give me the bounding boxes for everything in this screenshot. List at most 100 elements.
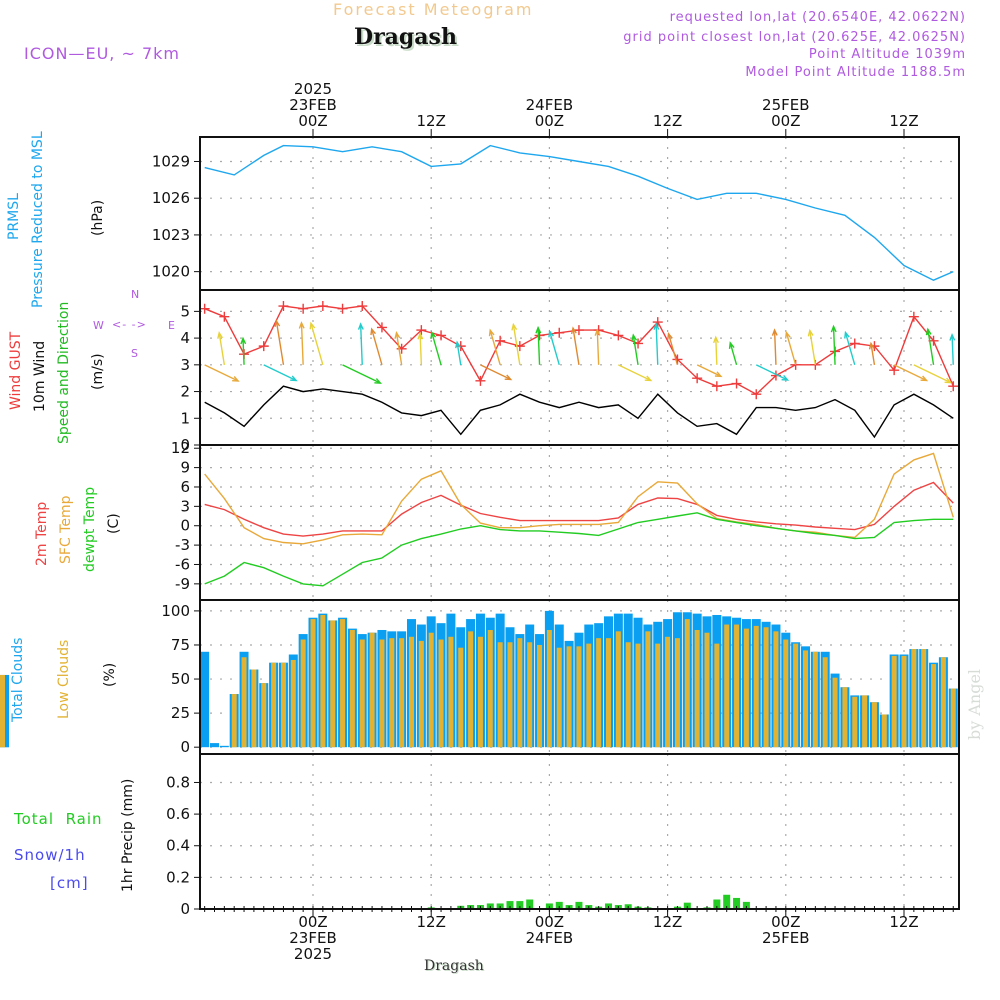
low-cloud-bar bbox=[251, 669, 257, 748]
gust-marker bbox=[711, 381, 722, 392]
wind-arrow bbox=[893, 364, 927, 382]
low-cloud-bar bbox=[576, 646, 582, 748]
wind-arrow bbox=[785, 332, 797, 366]
wind-arrow bbox=[300, 322, 304, 365]
low-cloud-bar bbox=[566, 646, 572, 748]
low-cloud-bar bbox=[271, 662, 277, 748]
low-cloud-bar bbox=[615, 631, 621, 748]
low-cloud-bar bbox=[290, 659, 296, 748]
panel-frame bbox=[199, 289, 960, 446]
gust-marker bbox=[731, 378, 742, 389]
gust-marker bbox=[317, 301, 328, 312]
bottom-time-label: 12Z bbox=[889, 913, 919, 931]
wind-arrow-head bbox=[394, 331, 401, 339]
low-cloud-bar bbox=[320, 614, 326, 748]
low-cloud-bar bbox=[931, 664, 937, 748]
rain-bar bbox=[713, 899, 721, 909]
rain-bar bbox=[555, 901, 563, 909]
y-tick-label: 5 bbox=[180, 302, 190, 320]
wind-arrow bbox=[218, 332, 226, 365]
low-cloud-bar bbox=[921, 649, 927, 748]
wind-arrow-head bbox=[925, 327, 932, 336]
low-cloud-bar bbox=[783, 639, 789, 748]
wind-arrow-head bbox=[712, 335, 719, 344]
gust-marker bbox=[258, 341, 269, 352]
wind-arrow-head bbox=[370, 327, 377, 336]
wind-arrow bbox=[632, 335, 639, 365]
gust-marker bbox=[376, 322, 387, 333]
bottom-time-label: 12Z bbox=[652, 913, 683, 931]
wind-arrow-head bbox=[714, 371, 723, 378]
wind-arrow-head bbox=[771, 328, 778, 336]
series-line-10m-wind bbox=[204, 385, 954, 439]
low-cloud-bar bbox=[793, 643, 799, 748]
low-cloud-bar bbox=[763, 627, 769, 748]
low-cloud-bar bbox=[950, 688, 956, 748]
compass-s: S bbox=[131, 347, 138, 360]
low-cloud-bar bbox=[389, 638, 395, 748]
low-cloud-bar bbox=[468, 631, 474, 748]
low-cloud-bar bbox=[418, 640, 424, 748]
gust-marker bbox=[652, 317, 663, 328]
y-tick-label: 100 bbox=[161, 602, 190, 620]
gust-marker bbox=[613, 330, 624, 341]
low-cloud-bar bbox=[231, 694, 237, 748]
low-cloud-bar bbox=[537, 644, 543, 748]
low-cloud-bar bbox=[940, 657, 946, 748]
gust-marker bbox=[199, 303, 210, 314]
rain-bar bbox=[575, 901, 583, 909]
model-altitude: Model Point Altitude 1188.5m bbox=[745, 65, 966, 80]
low-cloud-bar bbox=[704, 632, 710, 748]
low-cloud-bar bbox=[596, 638, 602, 748]
y-tick-label: 1020 bbox=[152, 263, 190, 281]
low-cloud-bar bbox=[359, 639, 365, 748]
gust-marker bbox=[554, 327, 565, 338]
low-cloud-bar bbox=[497, 642, 503, 748]
top-time-label: 12Z bbox=[416, 112, 446, 130]
wind-arrow bbox=[548, 331, 560, 366]
wind-arrow bbox=[773, 330, 777, 365]
wind-arrow bbox=[729, 342, 738, 366]
wind-arrow bbox=[480, 364, 512, 381]
low-cloud-bar bbox=[734, 624, 740, 748]
low-cloud-bar bbox=[753, 625, 759, 748]
low-cloud-bar bbox=[458, 647, 464, 748]
wind-arrow-head bbox=[844, 330, 850, 339]
rain-bar bbox=[742, 901, 750, 909]
wind-arrow bbox=[715, 337, 718, 365]
wind-arrow bbox=[489, 330, 501, 366]
gust-marker bbox=[475, 375, 486, 386]
y-tick-label: 0.4 bbox=[166, 837, 190, 855]
low-cloud-bar bbox=[635, 643, 641, 748]
gust-marker bbox=[692, 373, 703, 384]
model-label: ICON—EU, ~ 7km bbox=[24, 44, 180, 63]
low-cloud-bar bbox=[340, 619, 346, 748]
y-tick-label: 0 bbox=[180, 517, 190, 535]
top-time-label: 25FEB 00Z bbox=[762, 96, 810, 130]
wind-arrow-head bbox=[631, 333, 638, 342]
gust-marker bbox=[751, 389, 762, 400]
snow-label: Snow/1h bbox=[14, 846, 86, 864]
low-cloud-bar bbox=[714, 643, 720, 748]
rain-bar bbox=[683, 902, 691, 909]
y-tick-label: -6 bbox=[175, 555, 190, 573]
wind-arrow-head bbox=[594, 328, 601, 336]
wind-arrow-head bbox=[535, 325, 542, 334]
low-cloud-bar bbox=[428, 632, 434, 748]
gust-marker bbox=[948, 381, 959, 392]
low-cloud-bar bbox=[665, 636, 671, 748]
y-tick-label: 0.8 bbox=[166, 773, 190, 791]
compass-cross-icon: <- -> bbox=[112, 318, 147, 331]
compass-e: E bbox=[168, 319, 175, 332]
bottom-time-label: 12Z bbox=[416, 913, 446, 931]
low-cloud-bar bbox=[881, 714, 887, 748]
wind-arrow-head bbox=[830, 324, 837, 333]
wind-arrow bbox=[844, 332, 856, 366]
wind-arrow bbox=[696, 364, 722, 377]
low-cloud-bar bbox=[507, 642, 513, 748]
wind-arrow-head bbox=[232, 376, 240, 382]
y-tick-label: 0 bbox=[180, 900, 190, 918]
low-cloud-bar bbox=[832, 677, 838, 748]
wind-arrow-head bbox=[357, 322, 364, 330]
